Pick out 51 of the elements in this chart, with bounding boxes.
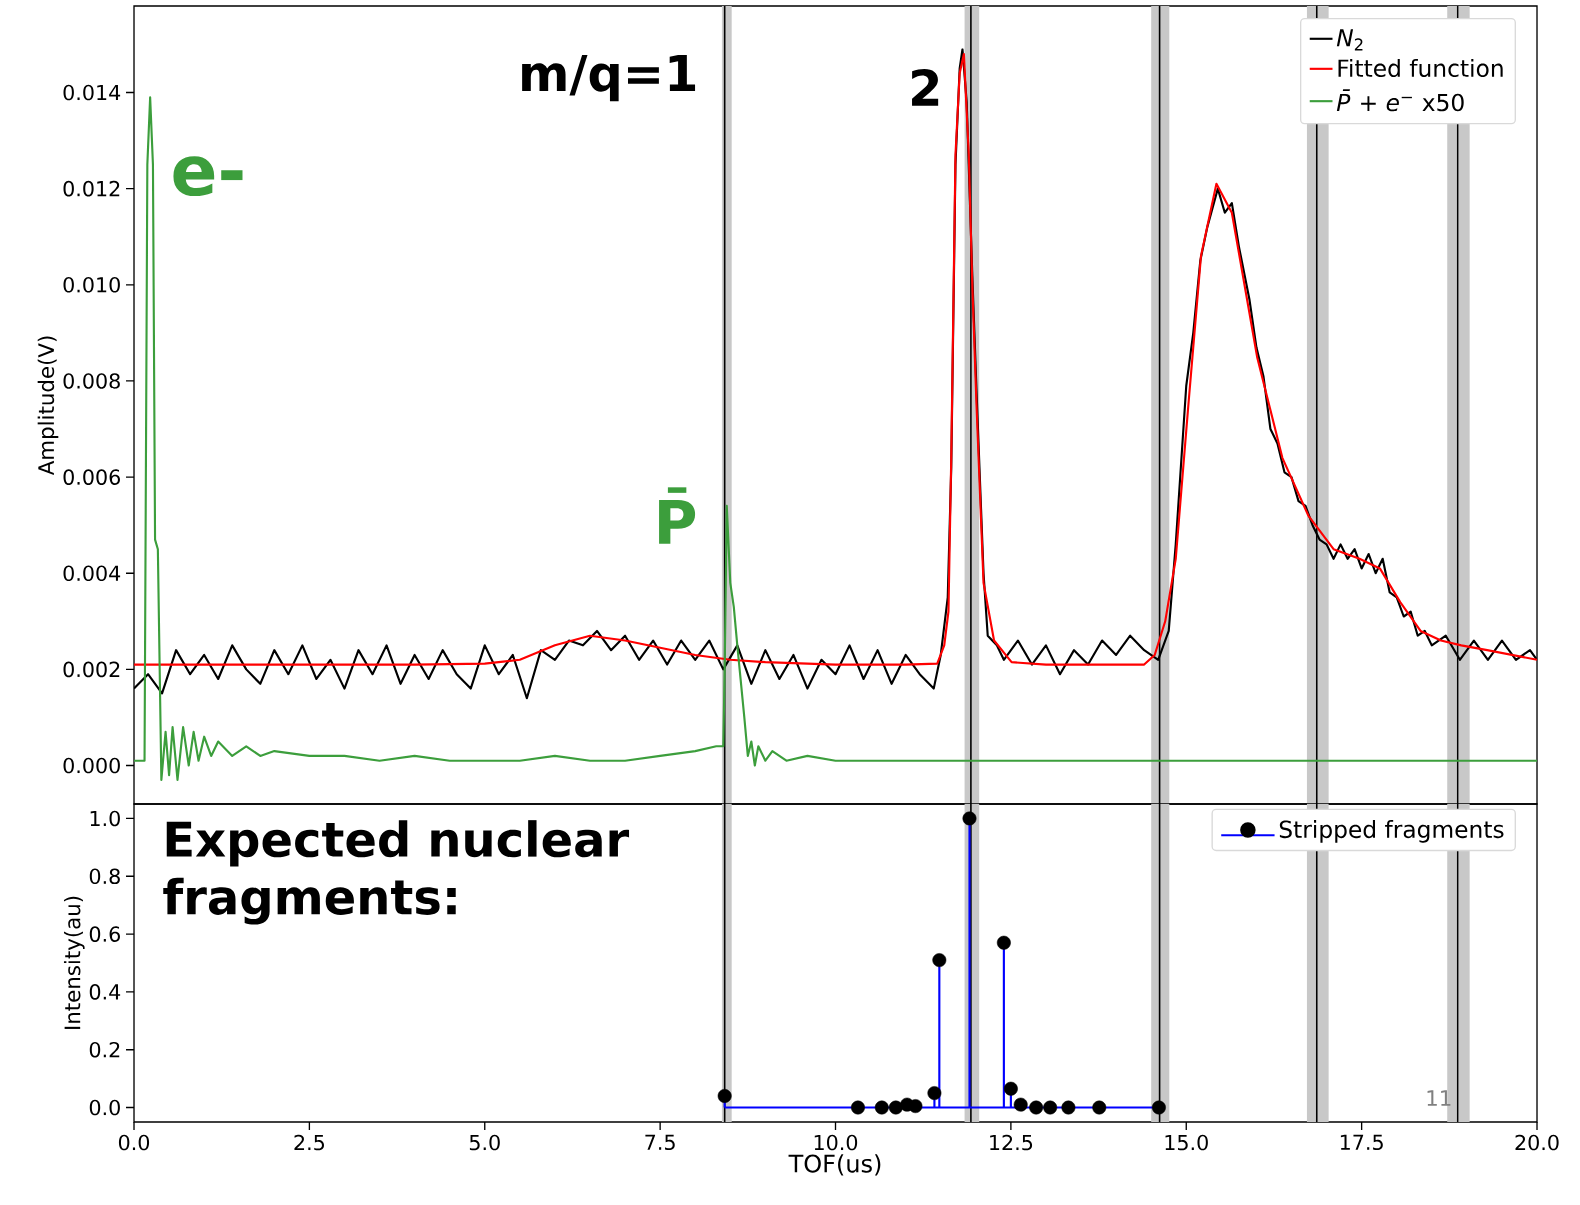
point xyxy=(1061,1100,1076,1115)
x-tick-label: 7.5 xyxy=(645,1134,675,1151)
y-tick-label: 1.0 xyxy=(90,810,120,827)
legend-label: P̄ + e$^{−}$ x50 xyxy=(1336,89,1464,112)
point xyxy=(927,1086,942,1101)
y-tick-label: 0.006 xyxy=(63,469,120,485)
annotation: 11 xyxy=(1427,1090,1451,1106)
x-tick-label: 17.5 xyxy=(1340,1134,1383,1151)
y-tick-label: 0.014 xyxy=(63,84,121,101)
x-tick-label: 12.5 xyxy=(990,1134,1033,1151)
point xyxy=(717,1089,732,1103)
x-axis-title: TOF(us) xyxy=(788,1154,881,1176)
y-tick-label: 0.4 xyxy=(89,984,121,1000)
point xyxy=(996,935,1011,950)
annotation: e- xyxy=(173,156,243,197)
annotation: Expected nuclear fragments: xyxy=(163,820,630,925)
point xyxy=(1092,1100,1107,1115)
y-axis-title: Intensity(au) xyxy=(63,896,85,1029)
y-tick-label: 0.010 xyxy=(63,277,120,293)
y-axis-title: Amplitude(V) xyxy=(37,336,59,476)
x-tick-label: 20.0 xyxy=(1515,1134,1559,1151)
point xyxy=(932,953,947,968)
point xyxy=(874,1100,889,1115)
y-tick-label: 0.0 xyxy=(89,1099,120,1116)
x-tick-label: 2.5 xyxy=(294,1134,324,1151)
point xyxy=(962,811,977,826)
annotation: m/q=1 xyxy=(522,55,696,102)
x-tick-label: 15.0 xyxy=(1165,1134,1208,1151)
y-tick-label: 0.6 xyxy=(89,926,120,942)
x-tick-label: 0.0 xyxy=(118,1134,150,1151)
x-tick-label: 10.0 xyxy=(814,1134,858,1151)
annotation: 2 xyxy=(912,69,939,106)
legend-label: Stripped fragments xyxy=(1279,820,1504,843)
point xyxy=(1043,1100,1058,1115)
y-tick-label: 0.012 xyxy=(63,180,120,197)
point xyxy=(1013,1097,1028,1112)
y-tick-label: 0.002 xyxy=(63,661,120,678)
point xyxy=(851,1100,865,1115)
point xyxy=(908,1099,923,1114)
annotation: P̄ xyxy=(659,487,696,544)
legend-label: Fitted function xyxy=(1338,58,1503,78)
point xyxy=(1151,1100,1166,1115)
y-tick-label: 0.008 xyxy=(63,373,120,389)
y-tick-label: 0.004 xyxy=(63,565,121,582)
y-tick-label: 0.2 xyxy=(89,1041,120,1058)
point xyxy=(1029,1100,1044,1115)
y-tick-label: 0.000 xyxy=(63,757,120,774)
legend-label: N$_{2}$ xyxy=(1336,29,1363,51)
point xyxy=(1003,1081,1018,1096)
x-tick-label: 5.0 xyxy=(469,1134,500,1151)
y-tick-label: 0.8 xyxy=(89,868,120,885)
